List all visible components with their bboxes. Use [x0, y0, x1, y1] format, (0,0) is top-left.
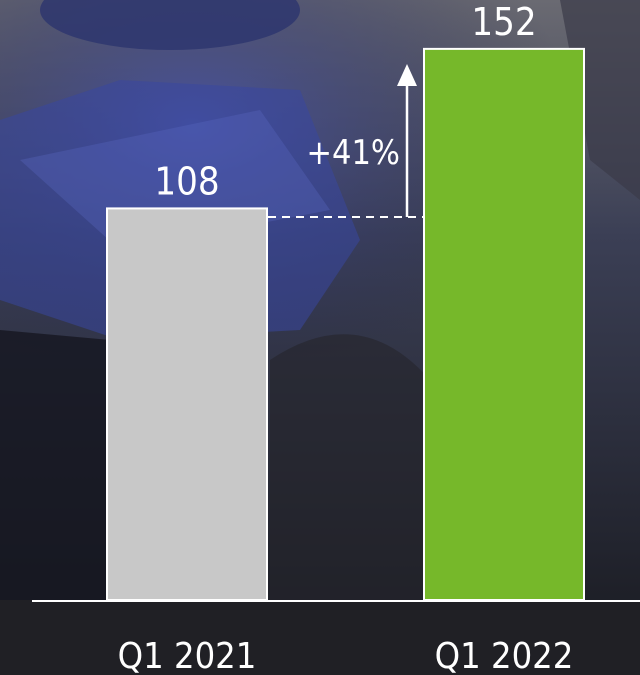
bar-1	[106, 207, 268, 601]
category-label-2: Q1 2022	[435, 636, 574, 675]
category-label-1: Q1 2021	[118, 636, 257, 675]
growth-arrow-head-icon	[397, 64, 417, 86]
bar-2	[423, 47, 585, 601]
value-label-2: 152	[471, 0, 536, 44]
value-label-1: 108	[154, 159, 219, 203]
growth-annotation-label: +41%	[306, 133, 400, 173]
